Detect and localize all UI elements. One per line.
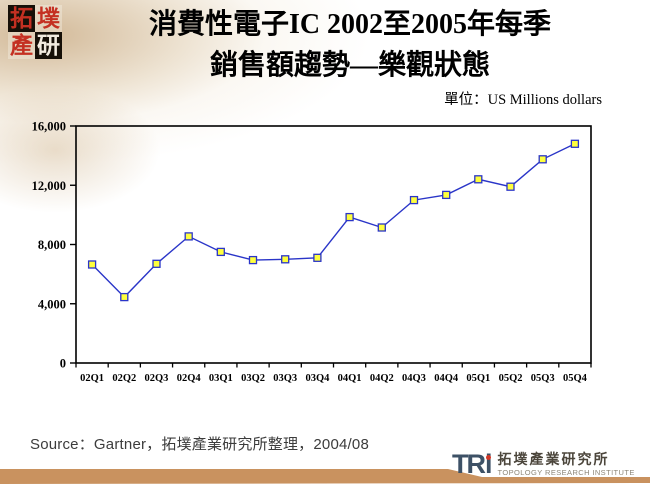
x-axis-tick-label: 02Q2 (112, 373, 136, 384)
data-point-marker (313, 253, 322, 262)
x-axis-tick-label: 04Q4 (434, 373, 459, 384)
x-axis-tick-label: 05Q2 (499, 373, 523, 384)
x-axis-tick-label: 04Q1 (338, 373, 362, 384)
y-axis-tick-label: 16,000 (32, 120, 66, 134)
x-axis-tick-label: 04Q2 (370, 373, 394, 384)
page-title-line2: 銷售額趨勢—樂觀狀態 (209, 50, 490, 81)
page-title-line1: 消費性電子IC 2002至2005年每季 (148, 9, 552, 40)
data-point-marker (377, 223, 386, 232)
data-point-marker (474, 175, 483, 184)
x-axis-tick-label: 03Q4 (305, 373, 330, 384)
x-axis-tick-label: 04Q3 (402, 373, 426, 384)
data-point-marker (281, 255, 290, 264)
data-point-marker (87, 260, 97, 269)
data-point-marker (184, 232, 193, 241)
y-axis-tick-label: 4,000 (38, 297, 66, 311)
unit-label: 單位：US Millions dollars (444, 92, 602, 108)
x-axis-tick-label: 02Q4 (177, 373, 202, 384)
x-axis-tick-label: 05Q4 (563, 373, 588, 384)
topology-stamp-logo: 拓 墣 產 研 (8, 5, 62, 59)
source-line: Source：Gartner，拓墣產業研究所整理，2004/08 (30, 436, 370, 453)
stamp-char-3: 產 (8, 32, 35, 59)
tri-logo-tr: TR (452, 449, 486, 479)
y-axis-tick-label: 8,000 (38, 238, 66, 252)
data-point-marker (409, 195, 419, 205)
plot-border (75, 125, 592, 364)
trend-line (91, 143, 576, 299)
data-point-marker (570, 139, 580, 148)
y-axis-tick-label: 0 (60, 357, 66, 371)
data-point-marker (506, 182, 515, 191)
stamp-char-2: 墣 (35, 5, 62, 32)
map-texture-background (0, 0, 430, 270)
data-point-marker (152, 259, 161, 268)
x-axis-tick-label: 03Q2 (241, 373, 265, 384)
x-axis-tick-label: 02Q1 (80, 373, 104, 384)
x-axis-tick-label: 03Q1 (209, 373, 233, 384)
x-axis-tick-label: 03Q3 (273, 373, 297, 384)
stamp-char-1: 拓 (8, 5, 35, 32)
x-axis-tick-label: 05Q1 (466, 373, 490, 384)
tri-logo-name-zh: 拓墣產業研究所 (497, 453, 610, 468)
tri-logo-name-en: TOPOLOGY RESEARCH INSTITUTE (497, 468, 635, 477)
data-point-marker (216, 247, 225, 257)
data-point-marker (248, 255, 258, 265)
data-point-marker (538, 155, 547, 164)
stamp-char-4: 研 (35, 32, 62, 59)
x-axis-tick-label: 02Q3 (145, 373, 169, 384)
tri-logo-mark: TR i (452, 449, 492, 479)
data-point-marker (120, 292, 129, 302)
tri-logo-i: i (485, 449, 492, 479)
data-point-marker (345, 212, 354, 222)
page-title: 消費性電子IC 2002至2005年每季 銷售額趨勢—樂觀狀態 (110, 4, 590, 86)
tri-logo-names: 拓墣產業研究所 TOPOLOGY RESEARCH INSTITUTE (497, 453, 635, 478)
x-axis-tick-label: 05Q3 (531, 373, 555, 384)
tri-logo: TR i 拓墣產業研究所 TOPOLOGY RESEARCH INSTITUTE (452, 449, 635, 479)
y-axis-tick-label: 12,000 (32, 179, 66, 193)
tri-logo-red-dot-icon (486, 455, 491, 460)
data-point-marker (442, 190, 451, 200)
